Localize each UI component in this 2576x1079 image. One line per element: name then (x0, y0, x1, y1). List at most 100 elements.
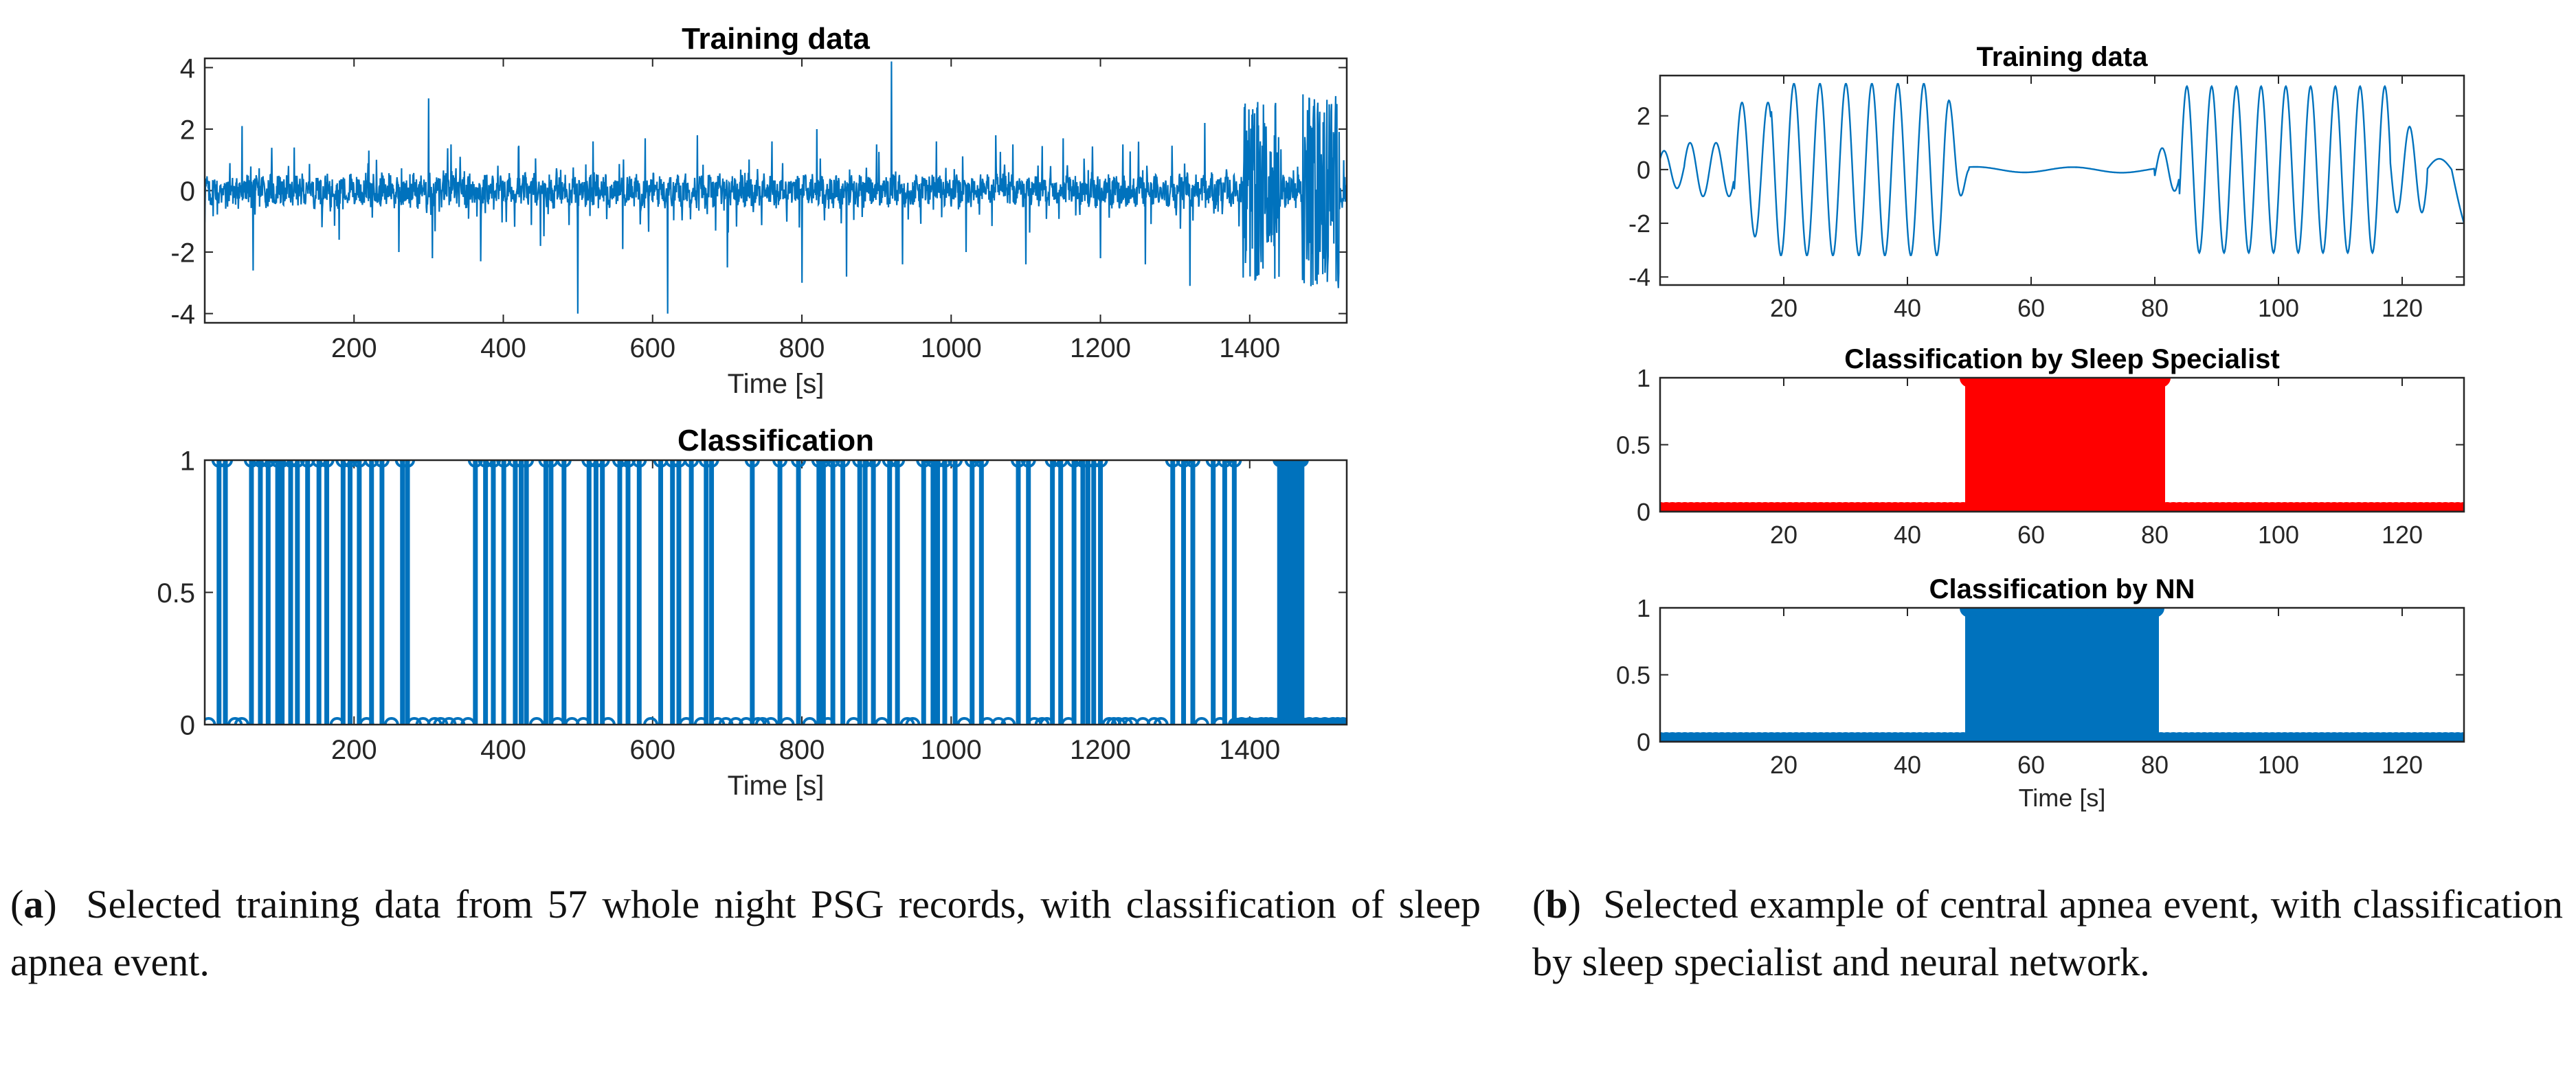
stem-marker (820, 717, 836, 725)
x-tick-label: 40 (1894, 751, 1921, 779)
stem-marker (374, 460, 390, 468)
x-axis-label: Time [s] (728, 369, 825, 399)
plot-frame (203, 57, 1348, 324)
stem-marker (1295, 460, 1309, 467)
x-tick-label: 400 (480, 333, 526, 363)
x-tick-label: 80 (2141, 294, 2169, 322)
stem-marker (543, 460, 559, 468)
chart-title: Classification (677, 424, 874, 457)
plot-frame (1659, 74, 2465, 286)
x-tick-label: 1000 (921, 735, 982, 765)
stem-marker (550, 717, 565, 725)
y-tick-label: -2 (1628, 209, 1650, 238)
x-tick-label: 20 (1770, 521, 1797, 549)
stem-marker (852, 460, 868, 468)
stem-marker (513, 460, 529, 468)
stem-marker (1135, 717, 1151, 725)
stem-marker (948, 460, 963, 468)
x-axis-label: Time [s] (728, 771, 825, 801)
stem-marker (218, 460, 234, 468)
stem-marker (772, 460, 788, 468)
stem-marker (1205, 460, 1221, 468)
stem-marker (1066, 460, 1082, 468)
plot-frame (1659, 606, 2465, 743)
plot-content (205, 460, 1347, 725)
stem-marker (728, 717, 743, 725)
stem-marker (956, 717, 972, 725)
stem-marker (1185, 460, 1200, 468)
stem-marker (718, 717, 734, 725)
stem-marker (874, 717, 890, 725)
x-tick-label: 40 (1894, 521, 1921, 549)
y-tick-label: 2 (1637, 102, 1650, 130)
stem-marker (575, 717, 591, 725)
stem-marker (205, 717, 216, 725)
stem-marker (698, 460, 714, 468)
caption-a-text: Selected training data from 57 whole nig… (10, 882, 1481, 984)
y-tick-label: 1 (180, 446, 195, 476)
stem-marker (227, 717, 243, 725)
stem-marker (1011, 460, 1027, 468)
stem-marker (564, 717, 580, 725)
y-tick-label: -2 (170, 238, 195, 268)
x-tick-label: 1200 (1070, 333, 1131, 363)
stem-marker (964, 460, 980, 468)
stem-marker (612, 460, 627, 468)
stem-marker (1086, 460, 1101, 468)
stem-marker (664, 460, 680, 468)
stem-marker (2454, 732, 2464, 742)
chart-a-classification: 200 400 600 800 1000 1200 1400 0 0.5 1 Classificat… (157, 424, 1348, 801)
signal-line (205, 61, 1347, 314)
stem-marker (260, 460, 276, 468)
caption-b: (b) Selected example of central apnea ev… (1532, 882, 2563, 984)
stem-marker (1146, 717, 1162, 725)
stem-marker (289, 460, 305, 468)
stem-marker (816, 460, 831, 468)
stem-marker (744, 460, 760, 468)
stem-marker (441, 717, 457, 725)
stem-marker (866, 460, 882, 468)
stem-marker (234, 717, 249, 725)
x-tick-label: 600 (629, 735, 675, 765)
stem-marker (581, 460, 597, 468)
y-tick-label: 0.5 (157, 578, 195, 609)
stem-marker (270, 460, 286, 468)
stem-marker (754, 717, 770, 725)
stem-marker (1153, 717, 1169, 725)
stem-marker (496, 460, 512, 468)
stem-marker (351, 460, 367, 468)
stem-marker (335, 460, 351, 468)
plot-area (1660, 76, 2464, 285)
stem-marker (588, 460, 604, 468)
stem-marker (1034, 717, 1050, 725)
plot-frame (1659, 376, 2465, 513)
stem-marker (710, 717, 726, 725)
x-tick-label: 120 (2382, 294, 2423, 322)
stem-marker (1165, 460, 1180, 468)
stem-marker (538, 460, 554, 468)
stem-marker (211, 460, 227, 468)
stem-marker (1212, 717, 1228, 725)
stem-marker (485, 460, 501, 468)
stem-marker (825, 460, 841, 468)
chart-title: Classification by NN (1929, 574, 2195, 604)
stem-marker (2151, 378, 2171, 387)
x-axis-label: Time [s] (2019, 784, 2106, 812)
y-tick-label: 0 (1637, 728, 1650, 756)
stem-marker (319, 460, 335, 468)
stem-marker (991, 717, 1007, 725)
caption-b-text: Selected example of central apnea event,… (1532, 882, 2563, 984)
stem-marker (282, 460, 298, 468)
stem-marker (1101, 717, 1117, 725)
stem-marker (460, 717, 476, 725)
stem-marker (1020, 460, 1036, 468)
chart-b-nn: 20 40 60 80 100 120 0 0.5 1 Classification by NN T… (1616, 574, 2465, 812)
stem-marker (671, 460, 686, 468)
stem-marker (594, 460, 610, 468)
stem-marker (1176, 460, 1191, 468)
stem-marker (243, 460, 259, 468)
stem-marker (519, 460, 535, 468)
plot-content (1660, 82, 2464, 257)
stem-marker (791, 460, 807, 468)
stem-marker (882, 460, 897, 468)
